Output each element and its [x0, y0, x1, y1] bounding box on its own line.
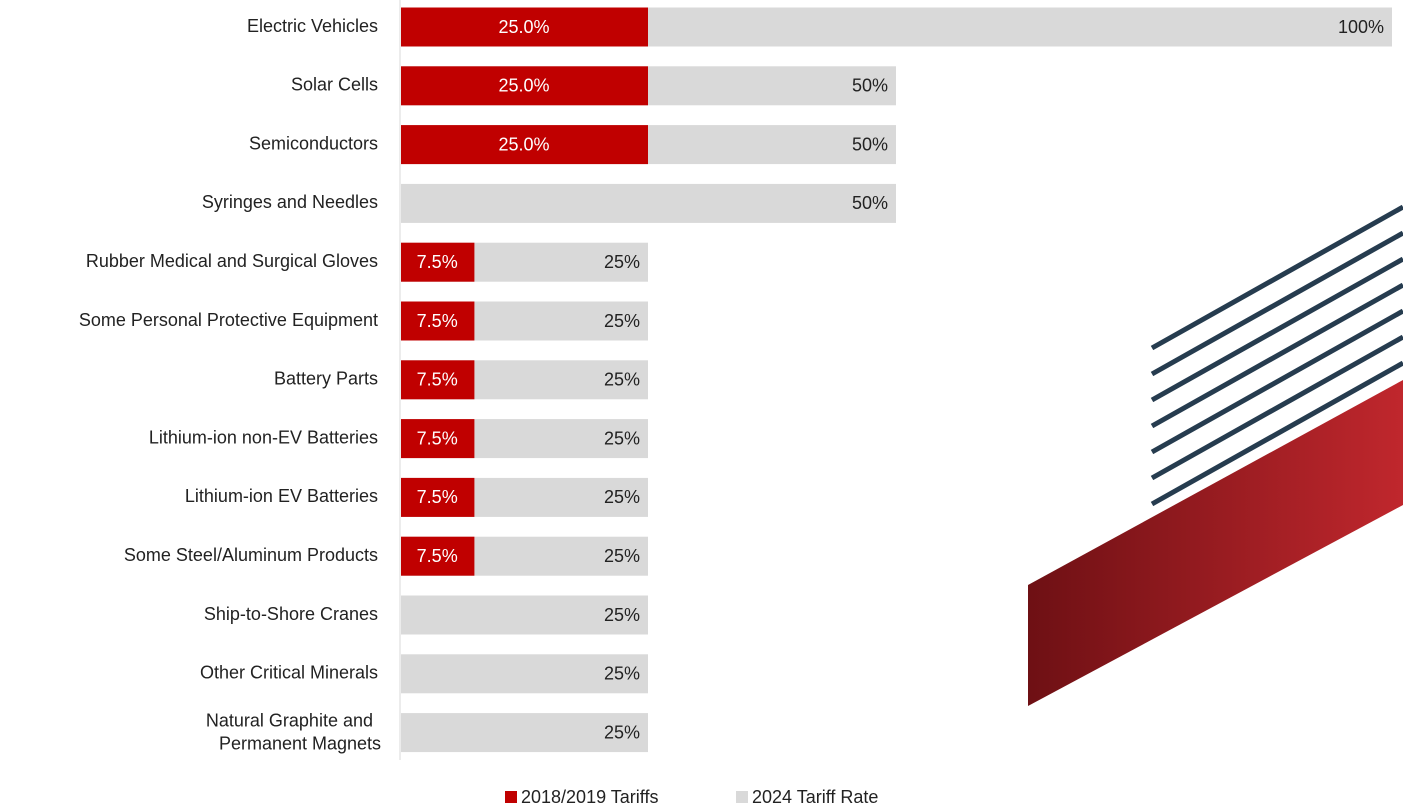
value-label: 7.5% [417, 311, 458, 331]
value-label: 25.0% [498, 17, 549, 37]
value-label: 50% [852, 76, 888, 96]
bar [401, 7, 648, 47]
legend-swatch [505, 791, 517, 803]
value-label: 25.0% [498, 76, 549, 96]
value-label: 25.0% [498, 134, 549, 154]
decoration [1028, 380, 1403, 706]
value-label: 25% [604, 605, 640, 625]
bar [401, 595, 648, 635]
decoration [1150, 204, 1403, 507]
bar [401, 242, 475, 282]
legend-label: 2018/2019 Tariffs [521, 787, 658, 807]
bar [401, 654, 648, 694]
value-label: 25% [604, 311, 640, 331]
value-label: 25% [604, 664, 640, 684]
bar [401, 713, 648, 753]
value-label: 7.5% [417, 546, 458, 566]
y-tick-label: Syringes and Needles [202, 192, 378, 212]
value-label: 50% [852, 193, 888, 213]
legend-swatch [736, 791, 748, 803]
bar [401, 301, 475, 341]
y-tick-label: Rubber Medical and Surgical Gloves [86, 251, 378, 271]
value-label: 7.5% [417, 428, 458, 448]
bar [401, 419, 475, 459]
bar [401, 477, 475, 517]
value-label: 7.5% [417, 487, 458, 507]
value-label: 25% [604, 722, 640, 742]
y-tick-label: Electric Vehicles [247, 16, 378, 36]
value-label: 25% [604, 487, 640, 507]
legend-label: 2024 Tariff Rate [752, 787, 878, 807]
value-label: 25% [604, 370, 640, 390]
bar [401, 183, 896, 223]
value-label: 25% [604, 252, 640, 272]
bar [401, 125, 648, 165]
y-tick-label: Some Personal Protective Equipment [79, 310, 378, 330]
value-label: 7.5% [417, 252, 458, 272]
y-tick-label: Semiconductors [249, 133, 378, 153]
y-tick-label: Lithium-ion EV Batteries [185, 486, 378, 506]
y-tick-label: Natural Graphite and Permanent Magnets [206, 710, 381, 753]
y-tick-label: Solar Cells [291, 75, 378, 95]
value-label: 25% [604, 428, 640, 448]
value-label: 100% [1338, 17, 1384, 37]
y-tick-label: Other Critical Minerals [200, 663, 378, 683]
value-label: 7.5% [417, 370, 458, 390]
value-label: 25% [604, 546, 640, 566]
bar [401, 360, 475, 400]
y-tick-label: Lithium-ion non-EV Batteries [149, 427, 378, 447]
y-tick-label: Ship-to-Shore Cranes [204, 604, 378, 624]
bar [401, 536, 475, 576]
y-tick-label: Battery Parts [274, 369, 378, 389]
bar [401, 66, 648, 106]
y-tick-label: Some Steel/Aluminum Products [124, 545, 378, 565]
value-label: 50% [852, 134, 888, 154]
